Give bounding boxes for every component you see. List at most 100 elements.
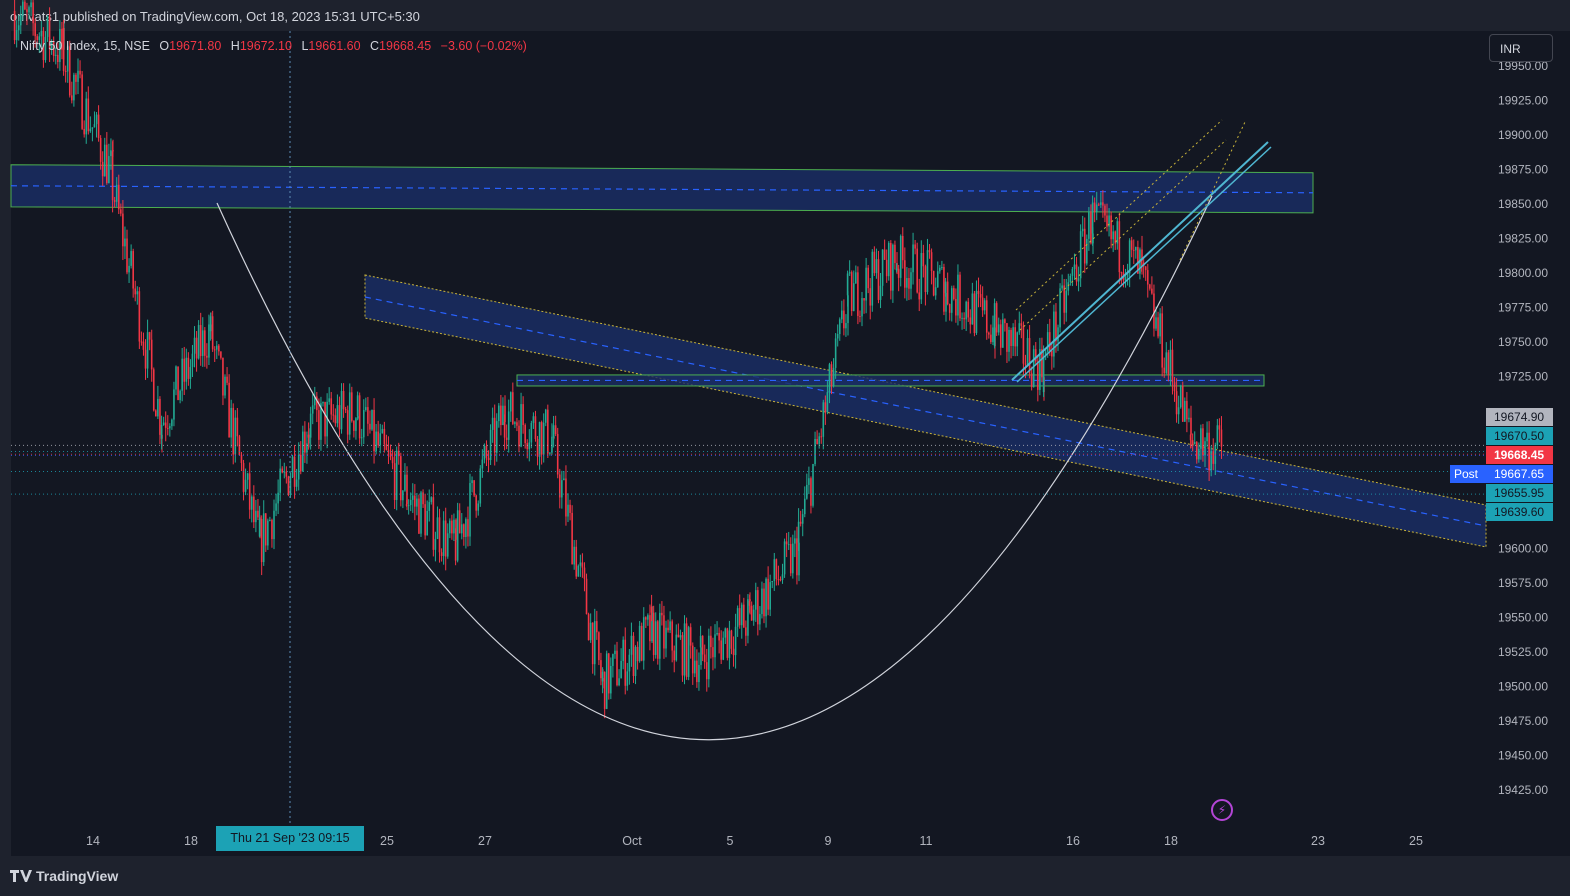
candle-body [1137, 247, 1139, 274]
candle-body [944, 281, 947, 293]
price-tag: 19670.50 [1486, 427, 1553, 445]
candle-body [1006, 323, 1008, 352]
candle-body [830, 364, 833, 387]
candle-body [1177, 407, 1180, 415]
candle-body [173, 389, 175, 420]
candle-body [950, 288, 953, 313]
candle-body [253, 496, 255, 523]
candle-body [671, 621, 673, 651]
candle-body [250, 496, 253, 510]
candle-body [965, 301, 967, 320]
candle-body [440, 552, 443, 556]
candle-body [789, 544, 792, 574]
candle-body [794, 538, 796, 544]
candle-body [477, 503, 480, 511]
candle-body [334, 415, 337, 424]
candle-body [99, 138, 102, 162]
candle-body [311, 405, 314, 414]
currency-button[interactable]: INR [1489, 34, 1553, 62]
candle-body [1195, 442, 1198, 460]
candle-body [13, 10, 16, 41]
candle-body [630, 635, 633, 655]
candle-body [436, 517, 439, 539]
legend-high-label: H [230, 39, 240, 53]
y-tick-label: 19950.00 [1498, 59, 1548, 73]
candle-body [883, 249, 886, 260]
candle-body [897, 268, 900, 278]
candle-body [54, 54, 57, 56]
candle-body [485, 445, 488, 458]
candle-body [681, 635, 684, 676]
candle-body [351, 392, 353, 421]
candle-body [1106, 215, 1108, 227]
candle-body [1048, 332, 1051, 351]
candle-body [283, 471, 286, 473]
candle-body [612, 654, 614, 666]
candle-body [977, 290, 980, 295]
candle-body [826, 392, 829, 413]
candle-body [908, 278, 910, 289]
candle-body [607, 653, 610, 694]
tradingview-logo[interactable]: TradingView [10, 868, 118, 884]
candle-body [1065, 290, 1068, 313]
candle-body [489, 429, 492, 461]
candle-body [620, 660, 622, 679]
candle-body [1055, 311, 1057, 342]
candle-body [939, 267, 941, 272]
candle-body [342, 391, 345, 410]
candle-body [228, 382, 230, 438]
candle-body [418, 498, 420, 534]
candle-body [204, 330, 206, 356]
candle-body [1130, 240, 1133, 250]
candle-body [943, 267, 945, 312]
candle-body [1118, 221, 1121, 273]
candle-body [542, 422, 545, 455]
candle-body [175, 366, 177, 390]
candle-body [487, 457, 490, 461]
candle-body [712, 647, 714, 658]
price-tag: 19667.65 [1486, 465, 1553, 483]
candle-body [569, 504, 571, 513]
candle-body [636, 646, 639, 662]
candle-body [234, 417, 237, 455]
post-market-label: Post [1450, 465, 1486, 483]
candle-body [573, 546, 575, 565]
candle-body [575, 546, 578, 577]
candle-body [867, 267, 869, 289]
candle-body [358, 395, 361, 439]
candle-body [922, 253, 925, 267]
candle-body [969, 317, 972, 325]
candle-body [195, 337, 198, 359]
candle-body [583, 567, 586, 579]
candle-body [914, 244, 916, 249]
fan-line-2 [1019, 139, 1227, 331]
top-bar: omvats1 published on TradingView.com, Oc… [0, 0, 1570, 31]
candle-body [624, 639, 627, 686]
candle-body [520, 404, 522, 447]
candle-body [509, 392, 512, 412]
candle-body [740, 604, 743, 626]
candle-body [248, 473, 251, 510]
candle-body [1120, 272, 1123, 274]
chart-background [11, 31, 1486, 856]
candle-body [526, 443, 529, 450]
brand-name: TradingView [36, 868, 119, 884]
candle-body [1102, 202, 1104, 206]
candle-body [144, 349, 147, 369]
lightning-icon[interactable]: ⚡ [1211, 799, 1233, 821]
candle-body [1022, 325, 1025, 364]
candle-body [19, 15, 22, 26]
candle-body [797, 521, 800, 543]
candle-body [1193, 442, 1196, 445]
candle-body [551, 436, 553, 453]
candle-body [1061, 285, 1063, 289]
candle-body [179, 390, 181, 401]
candle-body [211, 316, 214, 350]
candle-body [1169, 349, 1172, 375]
candle-body [912, 244, 914, 273]
candle-body [465, 519, 467, 538]
candle-body [1155, 317, 1157, 329]
candle-body [1081, 228, 1084, 232]
legend-close: 19668.45 [379, 39, 432, 53]
